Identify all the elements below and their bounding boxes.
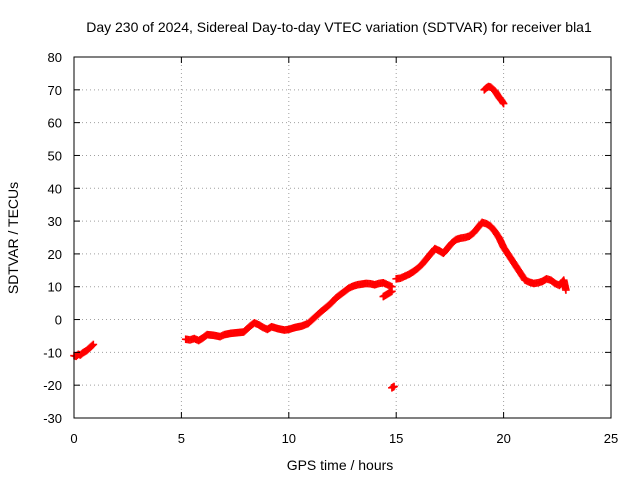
x-tick-label: 10 [282, 431, 296, 446]
x-tick-label: 5 [178, 431, 185, 446]
data-point [499, 99, 508, 108]
y-tick-label: 40 [48, 181, 62, 196]
plot-frame [73, 56, 612, 419]
y-axis-tick-labels: -30 -20 -10 0 10 20 30 40 50 60 70 80 [43, 50, 62, 426]
tick-marks [73, 56, 612, 419]
y-tick-label: 20 [48, 247, 62, 262]
data-point [88, 341, 97, 350]
data-point [562, 286, 570, 294]
y-tick-label: 0 [55, 313, 62, 328]
x-axis-label: GPS time / hours [287, 457, 394, 473]
y-tick-label: 30 [48, 214, 62, 229]
x-tick-label: 0 [70, 431, 77, 446]
x-tick-label: 20 [496, 431, 510, 446]
y-tick-label: 10 [48, 280, 62, 295]
grid-lines [74, 57, 611, 418]
chart-title: Day 230 of 2024, Sidereal Day-to-day VTE… [86, 19, 592, 35]
x-tick-label: 25 [604, 431, 618, 446]
x-axis-tick-labels: 0 5 10 15 20 25 [70, 431, 618, 446]
x-tick-label: 15 [389, 431, 403, 446]
y-tick-label: 60 [48, 116, 62, 131]
y-tick-label: -30 [43, 411, 62, 426]
data-point [388, 287, 396, 296]
y-tick-label: 50 [48, 148, 62, 163]
y-tick-label: -20 [43, 378, 62, 393]
data-point [390, 382, 398, 391]
y-axis-label: SDTVAR / TECUs [5, 182, 21, 294]
y-tick-label: -10 [43, 345, 62, 360]
data-point [89, 340, 98, 349]
y-tick-label: 70 [48, 83, 62, 98]
y-tick-label: 80 [48, 50, 62, 65]
data-points [70, 82, 570, 392]
